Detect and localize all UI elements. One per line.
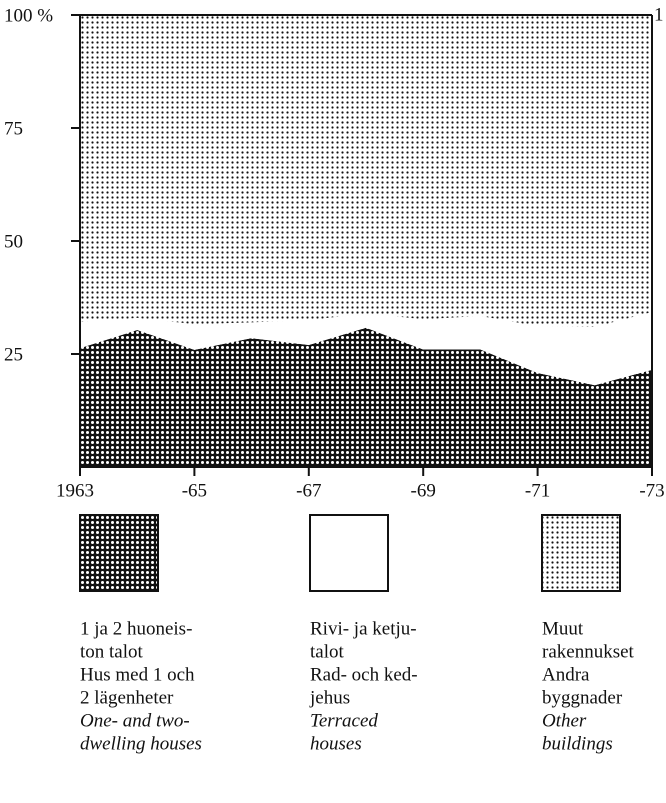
legend-item: MuutrakennuksetAndrabyggnaderOtherbuildi… <box>541 514 635 754</box>
legend-label: byggnader <box>542 687 623 708</box>
area <box>80 311 652 386</box>
legend-swatch <box>79 514 159 592</box>
legend-label: buildings <box>542 733 613 754</box>
legend-label: Muut <box>542 618 584 639</box>
legend-label: talot <box>310 641 344 662</box>
area <box>80 327 652 467</box>
legend-swatch <box>309 514 389 592</box>
legend-label: jehus <box>309 687 350 708</box>
legend-label: rakennukset <box>542 641 635 662</box>
y-tick-label: 50 <box>4 231 23 252</box>
annotation: 1 <box>654 4 664 25</box>
legend-swatch <box>541 514 621 592</box>
legend-label: ton talot <box>80 641 144 662</box>
y-tick-label: 75 <box>4 118 23 139</box>
x-tick-label: -65 <box>182 480 207 501</box>
legend-label: Other <box>542 710 587 731</box>
legend-label: 1 ja 2 huoneis- <box>80 618 192 639</box>
area <box>80 15 652 327</box>
legend-label: 2 lägenheter <box>80 687 174 708</box>
legend-label: Rad- och ked- <box>310 664 418 685</box>
legend-label: Andra <box>542 664 590 685</box>
legend-label: One- and two- <box>80 710 190 731</box>
legend-label: dwelling houses <box>80 733 202 754</box>
x-tick-label: 1963 <box>56 480 94 501</box>
legend-label: Hus med 1 och <box>80 664 195 685</box>
legend-label: houses <box>310 733 362 754</box>
legend-label: Rivi- ja ketju- <box>310 618 417 639</box>
y-tick-label: 100 % <box>4 5 53 26</box>
x-tick-label: -71 <box>525 480 550 501</box>
x-tick-label: -73 <box>639 480 664 501</box>
x-tick-label: -67 <box>296 480 321 501</box>
x-tick-label: -69 <box>411 480 436 501</box>
y-tick-label: 25 <box>4 344 23 365</box>
legend-label: Terraced <box>310 710 378 731</box>
